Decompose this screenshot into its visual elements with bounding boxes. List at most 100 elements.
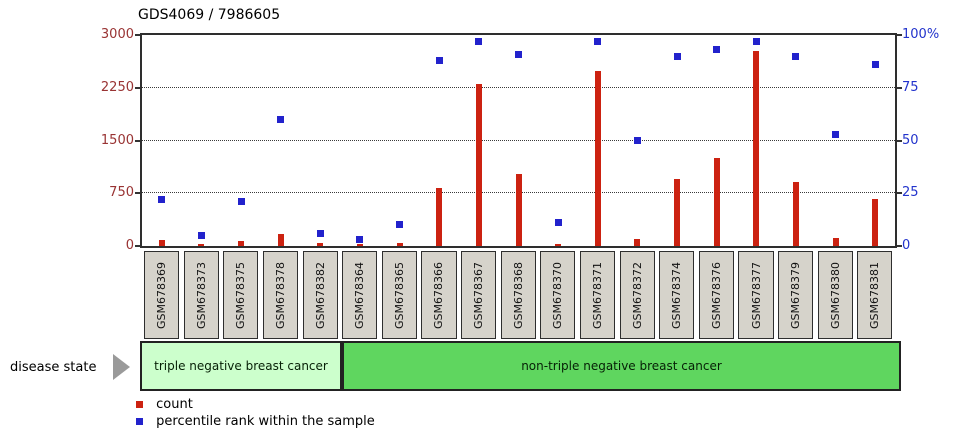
sample-label: GSM678371 [591,261,604,329]
percentile-marker [396,221,404,229]
sample-label-box: GSM678374 [659,251,695,339]
count-bar [277,234,284,246]
percentile-marker [435,56,443,64]
left-axis-tick-label: 750 [109,185,134,201]
percentile-marker [594,37,602,45]
left-axis-tick-label: 3000 [100,27,134,42]
sample-label: GSM678378 [273,261,287,329]
percentile-marker [633,137,641,144]
sample-label: GSM678369 [155,261,169,329]
count-legend-swatch-icon [136,401,143,408]
sample-label: GSM678373 [194,261,208,329]
sample-label-box: GSM678372 [619,251,655,339]
right-axis-tickmark [897,192,902,195]
percentile-marker [871,61,879,69]
count-bar [674,179,681,246]
legend-count-label: count [156,397,193,412]
sample-label: GSM678377 [749,261,763,329]
percentile-marker [554,219,562,227]
right-axis-tick-label: 75 [902,79,919,95]
sample-label-box: GSM678377 [738,251,774,339]
sample-label: GSM678372 [630,261,644,329]
sample-label: GSM678376 [709,261,723,329]
sample-label: GSM678382 [313,261,327,329]
legend-item-percentile: percentile rank within the sample [136,414,375,429]
sample-label-box: GSM678382 [302,251,338,339]
right-axis-tickmark [897,86,902,89]
sample-label-box: GSM678367 [461,251,497,339]
gridline-2250 [142,86,895,88]
count-bar [555,244,562,246]
percentile-marker [316,229,324,237]
count-bar [594,71,601,246]
sample-label-box: GSM678371 [579,251,616,339]
percentile-marker [832,130,840,138]
legend-item-count: count [136,397,193,412]
percentile-marker [197,231,205,239]
count-bar [515,174,522,246]
count-bar [753,51,760,246]
percentile-marker [673,52,681,60]
plot-area [140,33,897,248]
sample-label: GSM678368 [511,261,525,329]
left-axis-tickmark [135,34,140,36]
sample-label-box: GSM678368 [500,251,536,339]
disease-state-arrow-icon [113,354,130,380]
percentile-marker [752,37,760,45]
left-axis-tickmark [135,86,140,89]
count-bar [713,158,720,246]
sample-label-box: GSM678373 [183,251,219,339]
sample-label-box: GSM678380 [817,251,853,339]
percentile-marker [515,50,522,58]
right-axis-tickmark [897,245,902,247]
count-bar [634,239,641,246]
sample-label: GSM678365 [392,261,406,329]
disease-state-row-label: disease state [10,360,97,375]
count-bar [475,84,482,246]
sample-label: GSM678375 [234,261,248,329]
sample-label: GSM678367 [472,261,486,329]
percentile-legend-swatch-icon [136,418,143,425]
left-axis-tick-label: 2250 [100,79,134,95]
sample-label: GSM678364 [353,261,367,329]
sample-label: GSM678374 [670,261,684,329]
sample-label-box: GSM678379 [778,251,814,339]
left-axis-tickmark [135,139,140,142]
sample-label: GSM678370 [551,261,565,329]
sample-label-box: GSM678365 [381,251,417,339]
percentile-marker [237,198,245,206]
sample-label-box: GSM678369 [144,251,180,339]
chart-title: GDS4069 / 7986605 [138,7,281,23]
disease-state-band-1: non-triple negative breast cancer [342,341,901,391]
left-axis-tickmark [135,192,140,195]
percentile-marker [356,236,364,244]
sample-label-row: GSM678369 GSM678373 GSM678375 GSM678378 GSM6… [142,251,895,339]
count-bar [872,199,879,246]
percentile-marker [277,115,285,123]
sample-label-box: GSM678376 [698,251,734,339]
left-axis-tick-label: 0 [125,238,134,253]
sample-label-box: GSM678381 [857,251,893,339]
count-bar [158,240,165,246]
count-bar [317,243,324,246]
sample-label: GSM678366 [432,261,446,329]
sample-label-box: GSM678375 [223,251,259,339]
sample-label-box: GSM678378 [262,251,299,339]
count-bar [436,188,443,246]
plot-inner [142,35,895,246]
sample-label: GSM678380 [828,261,842,329]
right-axis-tickmark [897,139,902,142]
count-bar [198,244,205,246]
sample-label-box: GSM678364 [342,251,378,339]
count-bar [356,244,363,246]
legend-percentile-label: percentile rank within the sample [156,414,375,429]
disease-state-band-0: triple negative breast cancer [140,341,342,391]
right-axis-tickmark [897,34,902,36]
left-axis-tickmark [135,245,140,247]
percentile-marker [792,52,800,60]
count-bar [396,243,403,246]
sample-label: GSM678381 [868,261,882,329]
gridline-1500 [142,139,895,141]
percentile-marker [713,46,721,54]
